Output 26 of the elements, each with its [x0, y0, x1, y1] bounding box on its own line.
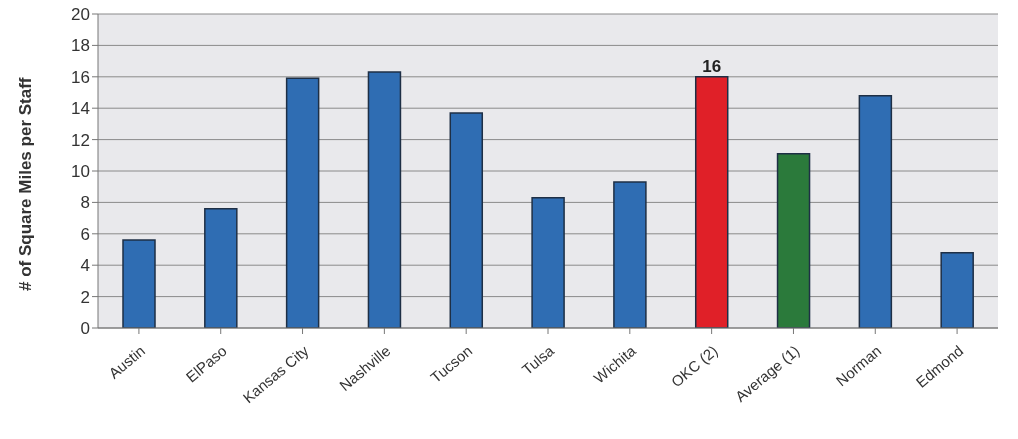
- y-tick-label: 4: [80, 256, 90, 276]
- bar: [367, 71, 402, 328]
- bar: [858, 94, 893, 328]
- y-tick-label: 8: [80, 193, 90, 213]
- y-tick-label: 18: [71, 36, 90, 56]
- y-tick-label: 2: [80, 287, 90, 307]
- bar: [285, 77, 320, 328]
- bar: [694, 76, 729, 328]
- y-tick-label: 10: [71, 162, 90, 182]
- x-tick-label: Tulsa: [518, 341, 558, 379]
- y-tick-label: 20: [71, 5, 90, 25]
- bar: [776, 152, 811, 328]
- y-tick-label: 0: [80, 319, 90, 339]
- bar: [122, 239, 156, 328]
- y-tick-label: 12: [71, 130, 90, 150]
- bar: [449, 112, 484, 328]
- x-tick-label: OKC (2): [667, 341, 721, 391]
- y-tick-label: 6: [80, 224, 90, 244]
- y-tick-label: 14: [71, 99, 90, 119]
- bar: [531, 196, 565, 328]
- y-tick-label: 16: [71, 67, 90, 87]
- bar: [940, 251, 974, 328]
- bar: [613, 181, 647, 328]
- y-axis-title: # of Square Miles per Staff: [16, 77, 36, 291]
- bar: [204, 207, 238, 328]
- data-label: 16: [702, 56, 722, 76]
